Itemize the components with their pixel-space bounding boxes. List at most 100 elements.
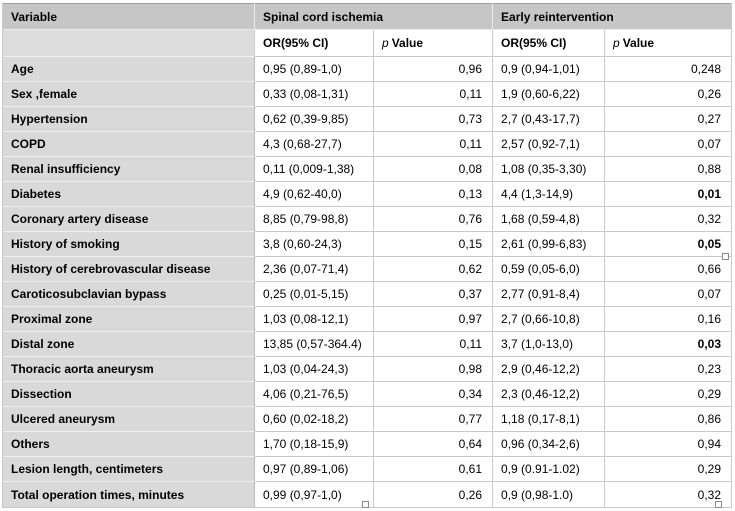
table-row: Others 1,70 (0,18-15,9) 0,64 0,96 (0,34-… [3,432,732,457]
er-or-cell: 1,18 (0,17-8,1) [493,407,606,432]
er-p-cell: 0,94 [605,432,732,457]
sci-or-cell: 0,97 (0,89-1,06) [255,457,374,482]
er-or-cell: 0,9 (0.91-1.02) [493,457,606,482]
resize-handle-right[interactable] [722,253,729,260]
col-group-spinal-cord-ischemia: Spinal cord ischemia [255,3,494,30]
sci-p-cell: 0,15 [374,232,494,257]
table-row: Dissection 4,06 (0,21-76,5) 0,34 2,3 (0,… [3,382,732,407]
er-p-cell: 0,03 [605,332,732,357]
er-p-cell: 0,86 [605,407,732,432]
table-row: Renal insufficiency 0,11 (0,009-1,38) 0,… [3,157,732,182]
p-value-word: Value [391,36,424,50]
row-variable-cell: History of smoking [3,232,255,257]
row-variable-cell: Lesion length, centimeters [3,457,255,482]
sci-p-cell: 0,26 [374,482,494,507]
table-row: Ulcered aneurysm 0,60 (0,02-18,2) 0,77 1… [3,407,732,432]
er-p-cell: 0,23 [605,357,732,382]
resize-handle-bottom-right[interactable] [715,501,722,508]
er-p-cell: 0,07 [605,132,732,157]
er-or-cell: 2,57 (0,92-7,1) [493,132,606,157]
er-or-cell: 3,7 (1,0-13,0) [493,332,606,357]
sci-p-cell: 0,98 [374,357,494,382]
sci-p-cell: 0,64 [374,432,494,457]
er-or-cell: 2,9 (0,46-12,2) [493,357,606,382]
row-variable-cell: Total operation times, minutes [3,482,255,507]
sci-p-cell: 0,08 [374,157,494,182]
col-header-sci-p-value: p Value [374,30,494,57]
p-symbol: p [382,36,389,50]
col-header-variable: Variable [3,3,255,30]
col-header-er-p-value: p Value [605,30,732,57]
col-group-early-reintervention: Early reintervention [493,3,732,30]
sci-p-cell: 0,76 [374,207,494,232]
er-p-cell: 0,248 [605,57,732,82]
table-row: Lesion length, centimeters 0,97 (0,89-1,… [3,457,732,482]
row-variable-cell: Renal insufficiency [3,157,255,182]
er-p-cell: 0,32 [605,207,732,232]
er-p-cell: 0,66 [605,257,732,282]
sci-p-cell: 0,11 [374,82,494,107]
sci-or-cell: 1,03 (0,08-12,1) [255,307,374,332]
table-row: Hypertension 0,62 (0,39-9,85) 0,73 2,7 (… [3,107,732,132]
sci-or-cell: 0,62 (0,39-9,85) [255,107,374,132]
sci-or-cell: 8,85 (0,79-98,8) [255,207,374,232]
sci-or-cell: 0,60 (0,02-18,2) [255,407,374,432]
er-or-cell: 2,77 (0,91-8,4) [493,282,606,307]
table-row: History of cerebrovascular disease 2,36 … [3,257,732,282]
sci-p-cell: 0,13 [374,182,494,207]
row-variable-cell: History of cerebrovascular disease [3,257,255,282]
sci-or-cell: 0,99 (0,97-1,0) [255,482,374,507]
table-row: COPD 4,3 (0,68-27,7) 0,11 2,57 (0,92-7,1… [3,132,732,157]
er-p-cell: 0,05 [605,232,732,257]
row-variable-cell: COPD [3,132,255,157]
row-variable-cell: Proximal zone [3,307,255,332]
sci-p-cell: 0,11 [374,332,494,357]
er-or-cell: 0,9 (0,94-1,01) [493,57,606,82]
sci-p-cell: 0,34 [374,382,494,407]
table-row: Caroticosubclavian bypass 0,25 (0,01-5,1… [3,282,732,307]
col-header-empty [3,30,255,57]
sci-or-cell: 4,06 (0,21-76,5) [255,382,374,407]
row-variable-cell: Others [3,432,255,457]
sci-or-cell: 0,11 (0,009-1,38) [255,157,374,182]
sci-or-cell: 4,3 (0,68-27,7) [255,132,374,157]
er-p-cell: 0,26 [605,82,732,107]
sci-p-cell: 0,11 [374,132,494,157]
er-p-cell: 0,29 [605,382,732,407]
table-row: Total operation times, minutes 0,99 (0,9… [3,482,732,507]
sci-or-cell: 0,33 (0,08-1,31) [255,82,374,107]
sci-or-cell: 0,95 (0,89-1,0) [255,57,374,82]
table-body: Age 0,95 (0,89-1,0) 0,96 0,9 (0,94-1,01)… [3,57,732,507]
sci-or-cell: 4,9 (0,62-40,0) [255,182,374,207]
row-variable-cell: Thoracic aorta aneurysm [3,357,255,382]
sci-p-cell: 0,96 [374,57,494,82]
er-or-cell: 1,9 (0,60-6,22) [493,82,606,107]
er-or-cell: 0,59 (0,05-6,0) [493,257,606,282]
sci-p-cell: 0,73 [374,107,494,132]
er-or-cell: 2,61 (0,99-6,83) [493,232,606,257]
row-variable-cell: Diabetes [3,182,255,207]
sub-header-row: OR(95% CI) p Value OR(95% CI) p Value [3,30,732,57]
er-or-cell: 4,4 (1,3-14,9) [493,182,606,207]
resize-handle-bottom-center[interactable] [362,501,369,508]
er-p-cell: 0,32 [605,482,732,507]
er-p-cell: 0,01 [605,182,732,207]
sci-p-cell: 0,37 [374,282,494,307]
table-row: Proximal zone 1,03 (0,08-12,1) 0,97 2,7 … [3,307,732,332]
row-variable-cell: Sex ,female [3,82,255,107]
col-header-sci-or: OR(95% CI) [255,30,374,57]
er-or-cell: 2,7 (0,43-17,7) [493,107,606,132]
er-p-cell: 0,07 [605,282,732,307]
group-header-row: Variable Spinal cord ischemia Early rein… [3,3,732,30]
table-row: Coronary artery disease 8,85 (0,79-98,8)… [3,207,732,232]
regression-results-table: Variable Spinal cord ischemia Early rein… [2,3,733,508]
sci-p-cell: 0,62 [374,257,494,282]
er-or-cell: 1,68 (0,59-4,8) [493,207,606,232]
p-value-word: Value [622,36,655,50]
row-variable-cell: Distal zone [3,332,255,357]
sci-or-cell: 1,70 (0,18-15,9) [255,432,374,457]
sci-p-cell: 0,77 [374,407,494,432]
er-p-cell: 0,29 [605,457,732,482]
er-or-cell: 2,7 (0,66-10,8) [493,307,606,332]
